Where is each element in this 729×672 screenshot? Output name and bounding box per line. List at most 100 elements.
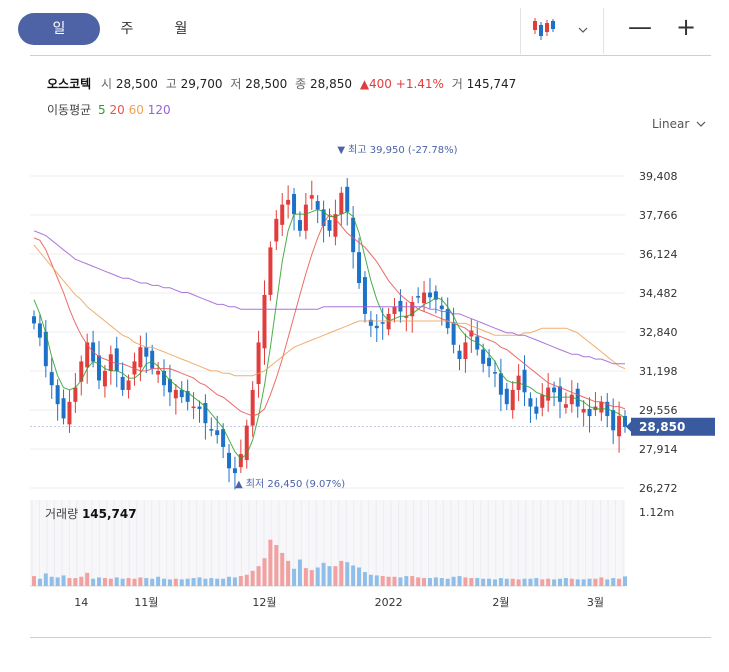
candle-body [368,319,373,326]
x-tick-label: 14 [74,596,88,609]
volume-bar [179,579,184,586]
candle-body [150,350,155,369]
volume-bar [309,570,314,586]
candle-body [108,354,113,371]
candle-body [79,361,84,382]
volume-bar [97,577,102,586]
volume-panel-label: 거래량 145,747 [45,505,137,522]
volume-bar [209,578,214,586]
volume-bar [593,578,598,586]
volume-bar [439,578,444,586]
candle-body [256,342,261,384]
candle-body [404,316,409,318]
volume-bar [238,576,243,586]
candle-body [144,347,149,357]
volume-bar [286,560,291,586]
volume-bar [587,578,592,586]
volume-bar [144,578,149,586]
volume-bar [611,578,616,586]
ma-label: 이동평균 [47,103,92,117]
volume-bar [516,579,521,586]
y-tick-label: 26,272 [639,482,678,495]
change-percent: +1.41% [395,77,444,91]
volume-panel-title: 거래량 [45,507,79,521]
volume-bar [156,576,161,586]
stock-name: 오스코텍 [47,77,92,91]
volume-bar [102,578,107,586]
candle-body [345,186,350,212]
candle-body [427,292,432,298]
volume-bar [61,575,66,586]
volume-bar [167,579,172,586]
candle-body [238,454,243,468]
candle-body [351,217,356,253]
ma-120-label: 120 [147,103,171,117]
volume-bar [333,566,338,586]
close-label: 종 [295,77,307,91]
footer-divider [30,637,711,638]
candle-body [469,330,474,337]
volume-bar [297,559,302,586]
volume-bar [315,567,320,586]
moving-average-legend: 이동평균 5 20 60 120 [47,101,171,118]
candle-body [209,429,214,431]
candle-body [611,410,616,431]
volume-bar [623,576,627,586]
last-price-tag [631,417,715,436]
ma-60-label: 60 [128,103,144,117]
last-price-label: 28,850 [639,420,685,434]
volume-label: 거 [451,77,463,91]
volume-bar [268,539,273,586]
volume-bar [132,578,137,586]
volume-bar [250,570,255,586]
volume-bar [37,578,42,586]
volume-bar [32,576,36,586]
candle-body [522,369,527,393]
volume-bar [386,576,391,586]
tab-weekly[interactable]: 주 [120,21,134,37]
candle-body [534,406,539,414]
tab-monthly[interactable]: 월 [174,21,188,37]
volume-bar [126,578,131,586]
volume-bar [617,578,622,586]
tab-daily[interactable]: 일 [18,13,100,45]
volume-bar [321,562,326,586]
candle-body [315,201,320,210]
chart-type-selector[interactable] [520,8,604,54]
volume-bar [339,560,344,586]
candle-body [227,452,232,469]
candle-body [73,387,78,402]
candle-body [481,349,486,364]
candle-body [623,416,627,427]
x-tick-label: 12월 [252,596,276,609]
volume-bar [416,577,421,586]
zoom-in-button[interactable]: + [675,13,697,41]
low-label: 저 [230,77,242,91]
candle-body [339,192,344,215]
candle-body [232,468,237,474]
candle-body [540,394,545,408]
volume-value: 145,747 [466,77,517,91]
candle-body [102,370,107,387]
candle-body [280,204,285,225]
x-tick-label: 3월 [587,596,604,609]
ma20-line [33,213,626,417]
candle-body [510,389,515,411]
volume-bar [575,579,580,586]
volume-bar [357,567,362,586]
volume-bar [487,578,492,586]
candle-body [416,296,421,298]
candle-body [569,394,574,405]
volume-bar [227,576,232,586]
candle-body [274,218,279,242]
candle-body [268,247,273,295]
volume-bar [427,578,432,586]
period-tabs: 일 주 월 [18,12,208,46]
zoom-out-button[interactable]: — [628,13,652,41]
volume-bar [173,578,178,586]
volume-bar [73,578,78,586]
scale-selector[interactable]: Linear [652,117,706,131]
candle-body [185,391,190,402]
volume-bar [469,578,474,586]
